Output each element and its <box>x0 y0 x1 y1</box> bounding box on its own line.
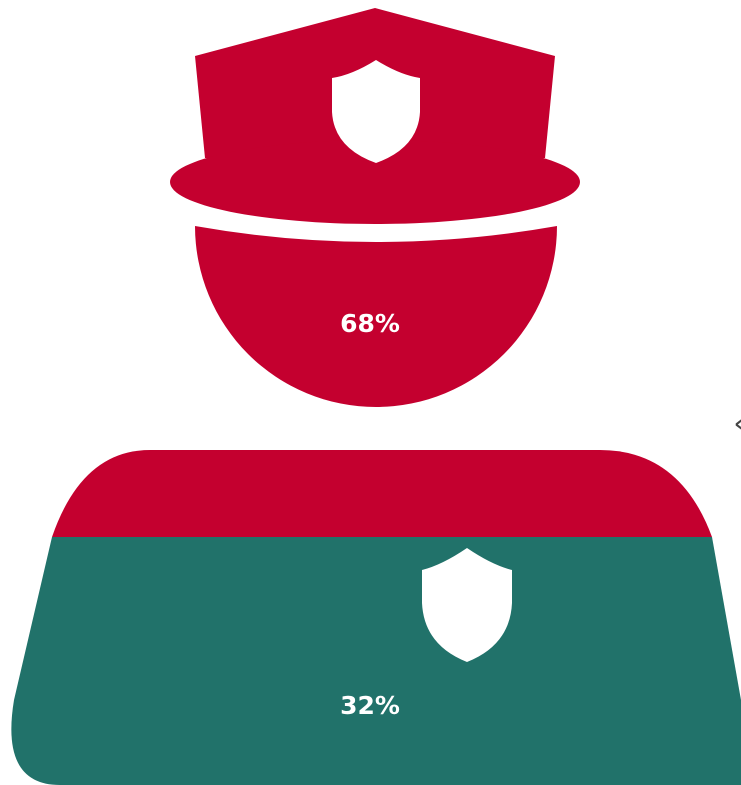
body-bottom <box>11 537 741 785</box>
percent-label: 32% <box>340 691 400 720</box>
body-badge <box>422 548 512 662</box>
hat-brim <box>170 140 580 224</box>
officer-body <box>11 450 741 785</box>
edge-glyph: ‹ <box>734 412 741 437</box>
head <box>195 226 557 407</box>
percent-label: 68% <box>340 309 400 338</box>
hat-badge <box>332 60 420 163</box>
body-top <box>11 450 741 537</box>
officer-head: 68% <box>170 8 580 407</box>
